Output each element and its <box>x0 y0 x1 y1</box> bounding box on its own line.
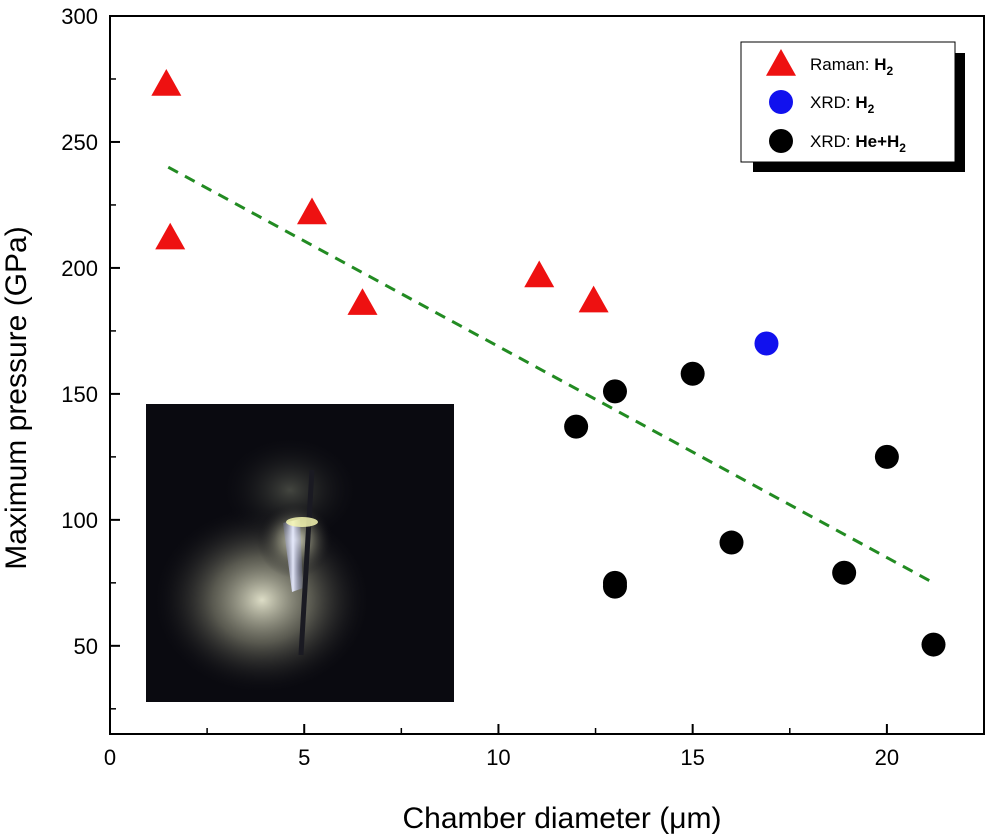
data-point-series-3 <box>680 361 705 386</box>
legend-label-3: XRD: He+H2 <box>810 132 906 155</box>
y-tick-label: 200 <box>61 256 98 281</box>
y-tick-label: 100 <box>61 508 98 533</box>
data-point-series-3 <box>921 632 946 657</box>
legend-marker-2 <box>769 90 793 114</box>
y-tick-label: 250 <box>61 130 98 155</box>
data-point-series-2 <box>754 331 779 356</box>
x-tick-label: 5 <box>298 745 310 770</box>
x-tick-label: 15 <box>680 745 704 770</box>
data-point-series-1 <box>155 222 186 250</box>
x-tick-label: 20 <box>875 745 899 770</box>
data-point-series-3 <box>719 530 744 555</box>
y-tick-label: 50 <box>74 634 98 659</box>
y-tick-label: 300 <box>61 4 98 29</box>
inset-micrograph <box>146 404 454 702</box>
data-point-series-1 <box>151 69 182 96</box>
x-tick-label: 0 <box>104 745 116 770</box>
data-point-series-1 <box>578 285 609 313</box>
legend-label-2: XRD: H2 <box>810 93 875 116</box>
legend: Raman: H2 XRD: H2 XRD: He+H2 <box>740 41 965 172</box>
data-point-series-1 <box>347 288 378 315</box>
x-tick-label: 10 <box>486 745 510 770</box>
data-point-series-3 <box>832 560 857 585</box>
data-point-series-1 <box>524 260 555 288</box>
data-point-series-1 <box>296 197 327 225</box>
y-axis-title: Maximum pressure (GPa) <box>0 226 33 569</box>
data-point-series-3 <box>564 414 589 439</box>
trend-line <box>167 165 935 585</box>
data-point-series-3 <box>602 574 627 599</box>
y-tick-label: 150 <box>61 382 98 407</box>
legend-marker-1 <box>766 49 796 76</box>
plot-frame <box>109 15 985 735</box>
legend-label-1: Raman: H2 <box>810 55 894 78</box>
data-point-series-3 <box>874 444 899 469</box>
legend-marker-3 <box>769 129 793 153</box>
data-point-series-3 <box>602 379 627 404</box>
x-axis-title: Chamber diameter (μm) <box>402 802 721 835</box>
